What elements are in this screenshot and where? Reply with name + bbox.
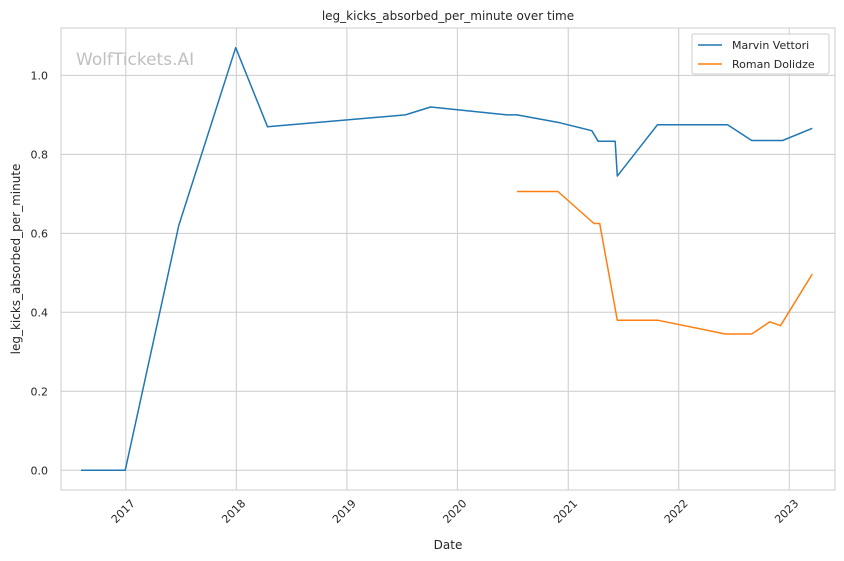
x-tick-label: 2018 xyxy=(219,497,248,526)
y-axis-label: leg_kicks_absorbed_per_minute xyxy=(9,164,23,355)
x-axis-label: Date xyxy=(434,538,463,552)
y-axis-ticks: 0.0 0.2 0.4 0.6 0.8 1.0 xyxy=(31,69,49,477)
x-tick-label: 2023 xyxy=(772,497,801,526)
x-tick-label: 2017 xyxy=(109,497,138,526)
series-line-roman-dolidze xyxy=(517,190,813,335)
y-tick-label: 0.4 xyxy=(31,306,49,319)
y-tick-label: 0.6 xyxy=(31,227,49,240)
legend-label-marvin-vettori: Marvin Vettori xyxy=(732,39,809,52)
y-tick-label: 0.2 xyxy=(31,385,49,398)
chart-title: leg_kicks_absorbed_per_minute over time xyxy=(322,9,574,23)
series-lines xyxy=(81,46,813,472)
y-tick-label: 0.8 xyxy=(31,148,49,161)
watermark: WolfTickets.AI xyxy=(76,50,194,70)
grid xyxy=(61,28,835,490)
legend: Marvin Vettori Roman Dolidze xyxy=(691,33,830,75)
x-tick-label: 2020 xyxy=(440,497,469,526)
x-tick-label: 2022 xyxy=(662,497,691,526)
series-line-marvin-vettori xyxy=(81,46,813,472)
plot-area-frame xyxy=(60,27,836,491)
legend-box xyxy=(691,33,830,75)
y-tick-label: 0.0 xyxy=(31,464,49,477)
x-tick-label: 2019 xyxy=(330,497,359,526)
y-tick-label: 1.0 xyxy=(31,69,49,82)
x-tick-label: 2021 xyxy=(551,497,580,526)
x-axis-ticks: 2017 2018 2019 2020 2021 2022 2023 xyxy=(109,497,801,526)
legend-label-roman-dolidze: Roman Dolidze xyxy=(732,58,815,71)
